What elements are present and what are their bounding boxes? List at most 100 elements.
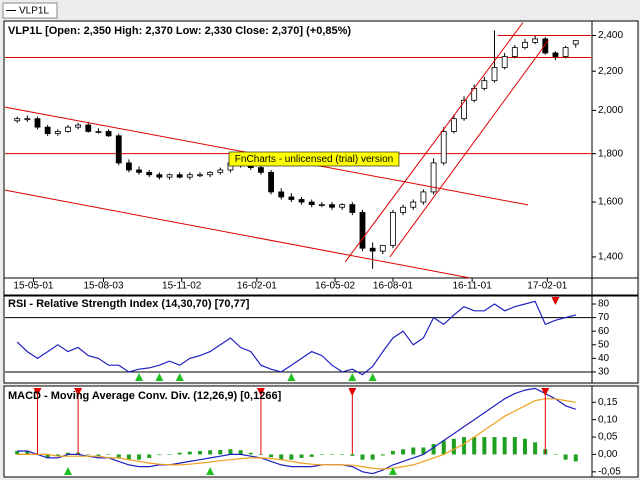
histogram-bar (533, 442, 538, 455)
candle-body (420, 191, 427, 203)
sell-signal (348, 388, 357, 396)
y-tick-label: 2,400 (598, 30, 623, 41)
candle-body (572, 40, 579, 45)
histogram-bar (258, 454, 263, 455)
histogram-bar (177, 452, 182, 455)
macd-panel (3, 385, 639, 478)
histogram-bar (360, 454, 365, 460)
candle-body (186, 174, 193, 178)
histogram-bar (563, 454, 568, 460)
candle-body (217, 169, 224, 173)
panel-title: VLP1L [Open: 2,350 High: 2,370 Low: 2,33… (8, 25, 351, 37)
candle-body (34, 118, 41, 128)
x-tick-label: 16-11-01 (453, 281, 493, 292)
y-tick-label: 60 (598, 326, 610, 337)
buy-signal (388, 467, 397, 475)
candle-body (532, 38, 539, 43)
histogram-bar (126, 454, 131, 460)
histogram-bar (451, 438, 456, 455)
histogram-bar (147, 454, 152, 458)
histogram-bar (350, 454, 355, 456)
candle-body (461, 99, 467, 120)
histogram-bar (248, 452, 253, 455)
candle-body (146, 171, 153, 176)
panel-title: RSI - Relative Strength Index (14,30,70)… (8, 298, 250, 310)
candle-body (410, 201, 417, 208)
y-tick-label: 2,000 (598, 105, 623, 116)
candle-body (339, 204, 346, 208)
candle-body (552, 52, 559, 57)
histogram-bar (228, 449, 233, 455)
candle-body (14, 118, 21, 122)
sell-signal (541, 388, 550, 396)
histogram-bar (187, 451, 192, 455)
sell-signal (33, 388, 42, 396)
candle-body (95, 131, 102, 133)
y-tick-label: 50 (598, 339, 610, 350)
histogram-bar (157, 454, 162, 456)
x-tick-label: 16-05-02 (315, 281, 355, 292)
histogram-bar (299, 454, 304, 458)
candle-body (379, 244, 386, 252)
rsi-panel (3, 295, 639, 384)
candle-body (308, 201, 315, 206)
y-tick-label: -0,05 (598, 466, 621, 477)
y-tick-label: 0,15 (598, 397, 618, 408)
candle-body (258, 167, 264, 173)
histogram-bar (370, 454, 375, 460)
histogram-bar (279, 454, 284, 460)
histogram-bar (380, 454, 385, 456)
histogram-bar (502, 437, 507, 455)
buy-signal (155, 373, 164, 381)
histogram-bar (441, 440, 446, 455)
candle-body (54, 131, 61, 135)
histogram-bar (421, 447, 426, 455)
candle-body (197, 174, 203, 177)
candle-body (75, 124, 82, 128)
x-tick-label: 15-08-03 (83, 281, 123, 292)
buy-signal (348, 373, 357, 381)
candle-body (349, 204, 356, 213)
candle-body (359, 212, 366, 249)
buy-signal (175, 373, 184, 381)
candle-body (24, 118, 31, 121)
trend-line (344, 22, 524, 263)
histogram-bar (208, 450, 213, 455)
y-tick-label: 2,200 (598, 66, 623, 77)
candle-body (85, 124, 92, 132)
histogram-bar (65, 452, 70, 455)
buy-signal (63, 467, 72, 475)
y-tick-label: 40 (598, 353, 610, 364)
candle-body (278, 191, 285, 198)
y-tick-label: 80 (598, 299, 610, 310)
histogram-bar (96, 454, 101, 457)
candle-body (268, 171, 274, 193)
y-tick-label: 0,00 (598, 449, 618, 460)
histogram-bar (45, 454, 50, 458)
histogram-bar (309, 454, 314, 457)
buy-signal (206, 467, 215, 475)
histogram-bar (431, 444, 436, 455)
buy-signal (368, 373, 377, 381)
y-tick-label: 70 (598, 312, 610, 323)
candle-body (542, 38, 549, 54)
trend-line (4, 189, 471, 279)
histogram-bar (25, 450, 30, 455)
panel-title: MACD - Moving Average Conv. Div. (12,26,… (8, 390, 282, 402)
candle-body (501, 56, 508, 68)
candle-body (65, 126, 71, 132)
histogram-bar (573, 454, 578, 462)
y-tick-label: 1,800 (598, 148, 623, 159)
histogram-bar (482, 437, 487, 455)
histogram-bar (319, 454, 324, 455)
histogram-bar (116, 454, 121, 458)
watermark: FnCharts - unlicensed (trial) version (235, 154, 393, 165)
candle-body (125, 162, 132, 171)
buy-signal (135, 373, 144, 381)
candle-body (318, 204, 325, 207)
histogram-bar (492, 437, 497, 455)
sell-signal (256, 388, 265, 396)
candle-body (511, 47, 518, 57)
candle-body (44, 126, 51, 135)
